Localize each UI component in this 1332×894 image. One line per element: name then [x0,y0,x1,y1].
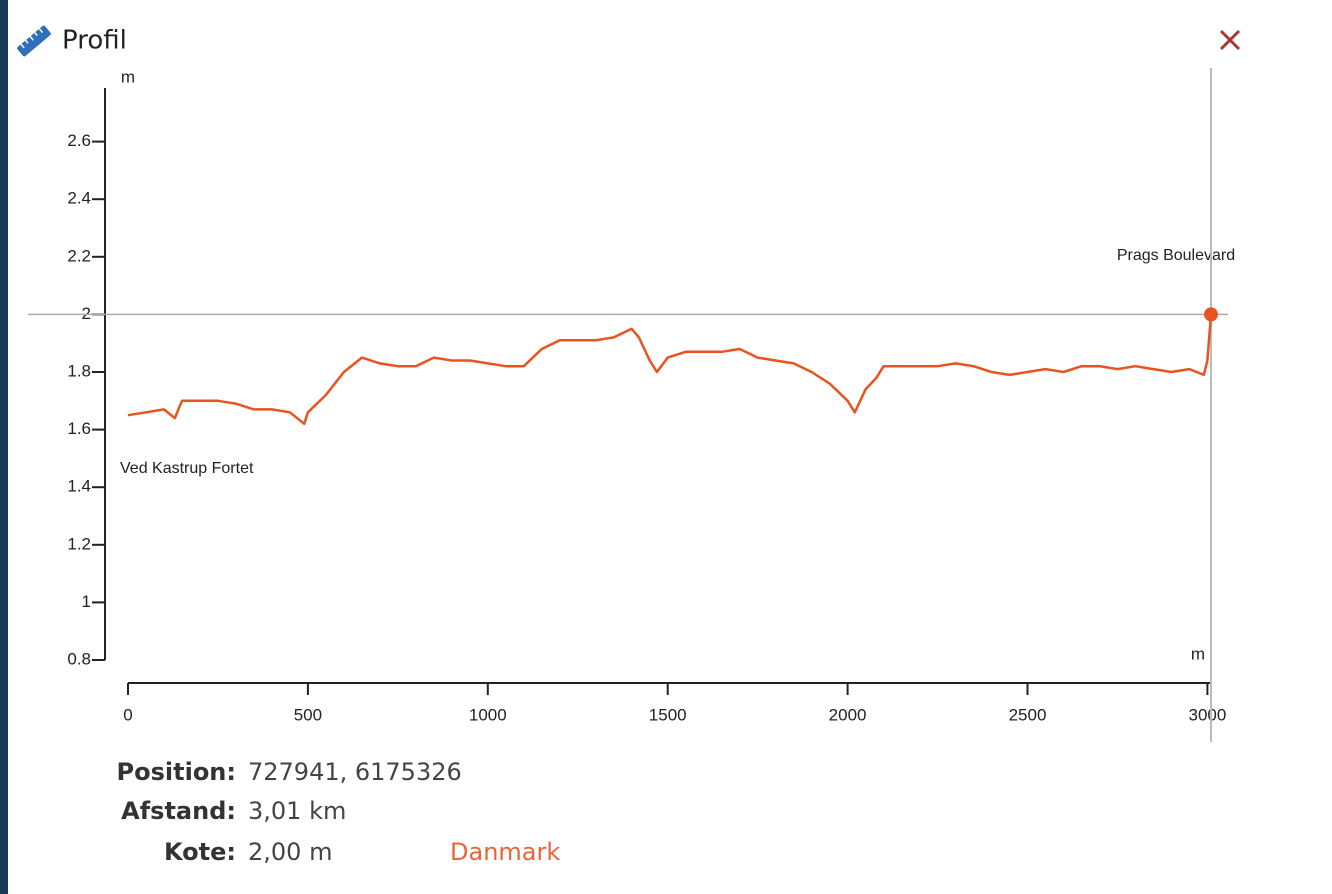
x-tick-label: 1000 [469,705,507,724]
y-tick-label: 2.2 [67,246,91,265]
x-tick-label: 0 [123,705,132,724]
start-label: Ved Kastrup Fortet [120,460,254,477]
side-strip [0,0,8,894]
close-button[interactable] [1219,29,1241,51]
panel-title: Profil [62,26,127,56]
end-label: Prags Boulevard [1117,247,1235,264]
x-tick-label: 3000 [1188,705,1226,724]
info-value: 3,01 km [248,797,346,825]
y-tick-label: 2 [82,304,91,323]
link[interactable]: Danmark [450,838,560,866]
ruler-icon [17,25,51,57]
info-label: Position: [117,758,236,786]
y-tick-label: 2.6 [67,131,91,150]
x-tick-label: 2500 [1009,705,1047,724]
y-tick-label: 1.4 [67,477,91,496]
profile-line [127,314,1213,426]
x-tick-label: 1500 [649,705,687,724]
x-axis-label: m [1191,644,1205,663]
y-axis-label: m [121,67,135,86]
info-label: Kote: [164,838,236,866]
cursor-dot [1204,307,1218,322]
info-label: Afstand: [121,797,236,825]
x-tick-label: 500 [294,705,322,724]
info-value: 2,00 m [248,838,332,866]
y-tick-label: 1.2 [67,534,91,553]
y-tick-label: 2.4 [67,189,91,208]
x-tick-label: 2000 [829,705,867,724]
y-tick-label: 1.6 [67,419,91,438]
y-tick-label: 1.8 [67,361,91,380]
y-tick-label: 0.8 [67,649,91,668]
info-value: 727941, 6175326 [248,758,462,786]
y-tick-label: 1 [82,592,91,611]
